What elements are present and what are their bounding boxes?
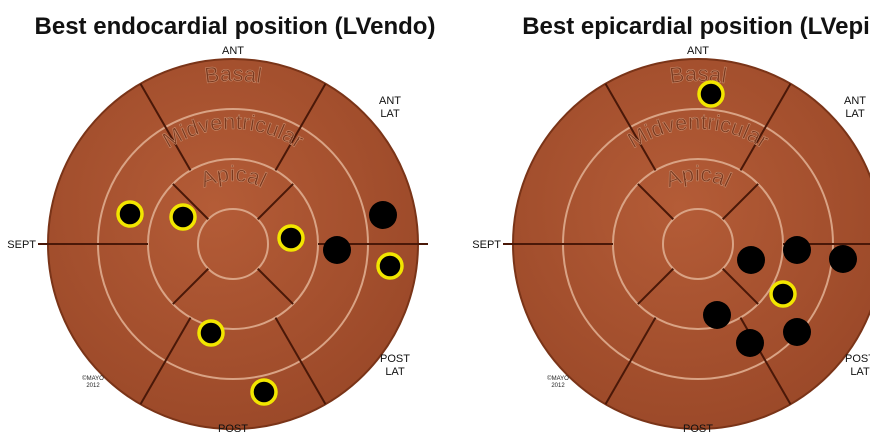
ant-label: ANT — [222, 45, 244, 57]
copyright: ©MAYO — [547, 375, 569, 382]
lead-position-marker — [697, 80, 725, 108]
lead-position-marker — [197, 319, 225, 347]
segment-line — [139, 83, 192, 171]
post-lat-label: POST — [845, 353, 870, 365]
segment-line — [139, 317, 192, 405]
copyright: 2012 — [86, 383, 100, 389]
segment-line — [722, 268, 759, 305]
lead-position-marker — [277, 224, 305, 252]
lead-position-marker — [250, 378, 278, 406]
sept-label: SEPT — [472, 239, 501, 251]
segment-line — [637, 268, 674, 305]
lead-position-marker — [783, 236, 811, 264]
panel-title: Best epicardial position (LVepi) — [522, 13, 870, 40]
lead-position-marker — [169, 203, 197, 231]
ant-lat-label: ANT — [844, 95, 866, 107]
segment-line — [172, 268, 209, 305]
ring-label-text: Basal — [203, 61, 264, 89]
copyright: 2012 — [551, 383, 565, 389]
segment-line — [274, 317, 327, 405]
segment-line — [722, 183, 759, 220]
ant-lat-label: LAT — [380, 108, 400, 120]
lead-position-marker — [116, 200, 144, 228]
ring-border — [662, 208, 734, 280]
ant-lat-label: ANT — [379, 95, 401, 107]
lead-position-marker — [829, 245, 857, 273]
segment-line — [257, 183, 294, 220]
lead-position-marker — [736, 329, 764, 357]
copyright: ©MAYO — [82, 375, 104, 382]
segment-line — [274, 83, 327, 171]
segment-line — [739, 83, 792, 171]
ring-label: Basal — [203, 61, 263, 88]
post-lat-label: POST — [380, 353, 410, 365]
post-label: POST — [218, 423, 248, 434]
ant-label: ANT — [687, 45, 709, 57]
segment-line — [604, 317, 657, 405]
lead-position-marker — [323, 236, 351, 264]
post-lat-label: LAT — [850, 366, 870, 378]
segment-line — [172, 183, 209, 220]
ring-border — [197, 208, 269, 280]
lead-position-marker — [769, 280, 797, 308]
lead-position-marker — [783, 318, 811, 346]
sept-label: SEPT — [7, 239, 36, 251]
segment-line — [257, 268, 294, 305]
segment-line — [637, 183, 674, 220]
lead-position-marker — [703, 301, 731, 329]
ant-lat-label: LAT — [845, 108, 865, 120]
panel-title: Best endocardial position (LVendo) — [35, 13, 436, 40]
post-lat-label: LAT — [385, 366, 405, 378]
segment-line — [604, 83, 657, 171]
post-label: POST — [683, 423, 713, 434]
lead-position-marker — [376, 252, 404, 280]
lead-position-marker — [369, 201, 397, 229]
lead-position-marker — [737, 246, 765, 274]
